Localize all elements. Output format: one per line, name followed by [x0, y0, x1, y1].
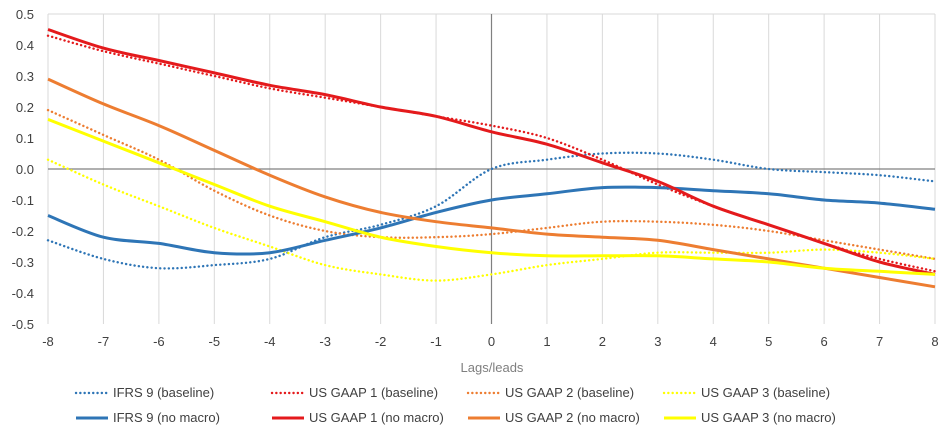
- x-tick-label: 3: [654, 334, 661, 349]
- legend-item-5: US GAAP 1 (no macro): [272, 410, 444, 425]
- y-tick-label: 0.3: [16, 69, 34, 84]
- x-tick-label: -3: [319, 334, 331, 349]
- x-tick-label: -7: [98, 334, 110, 349]
- legend-item-3: US GAAP 3 (baseline): [662, 385, 830, 400]
- x-tick-label: 2: [599, 334, 606, 349]
- series-line-5: [47, 28, 936, 276]
- y-tick-label: -0.5: [12, 317, 34, 332]
- x-tick-label: -1: [430, 334, 442, 349]
- y-tick-label: 0.2: [16, 100, 34, 115]
- legend-label: US GAAP 3 (baseline): [701, 385, 830, 400]
- x-tick-label: 4: [710, 334, 717, 349]
- x-tick-label: -4: [264, 334, 276, 349]
- legend-label: IFRS 9 (baseline): [113, 385, 214, 400]
- series-line-7: [47, 118, 936, 276]
- y-tick-label: 0.0: [16, 162, 34, 177]
- legend-item-6: US GAAP 2 (no macro): [468, 410, 640, 425]
- legend-label: US GAAP 1 (no macro): [309, 410, 444, 425]
- x-tick-label: -5: [209, 334, 221, 349]
- x-tick-label: -2: [375, 334, 387, 349]
- x-tick-label: 0: [488, 334, 495, 349]
- x-tick-label: 5: [765, 334, 772, 349]
- y-tick-label: 0.5: [16, 7, 34, 22]
- series-line-2: [46, 108, 937, 261]
- legend-label: US GAAP 2 (baseline): [505, 385, 634, 400]
- series-line-3: [46, 158, 937, 282]
- legend-label: US GAAP 2 (no macro): [505, 410, 640, 425]
- x-tick-labels: -8 -7 -6 -5 -4 -3 -2 -1 0 1 2 3 4 5 6 7 8: [42, 334, 938, 349]
- y-tick-labels: 0.5 0.4 0.3 0.2 0.1 0.0 -0.1 -0.2 -0.3 -0.4 -0.5: [12, 7, 34, 332]
- legend-label: US GAAP 3 (no macro): [701, 410, 836, 425]
- x-tick-label: -8: [42, 334, 54, 349]
- y-tick-label: 0.1: [16, 131, 34, 146]
- y-tick-label: -0.2: [12, 224, 34, 239]
- legend-item-7: US GAAP 3 (no macro): [664, 410, 836, 425]
- legend-label: US GAAP 1 (baseline): [309, 385, 438, 400]
- y-tick-label: -0.4: [12, 286, 34, 301]
- legend-item-4: IFRS 9 (no macro): [76, 410, 220, 425]
- legend: IFRS 9 (baseline) US GAAP 1 (baseline) US …: [74, 385, 836, 425]
- legend-label: IFRS 9 (no macro): [113, 410, 220, 425]
- series-line-0: [46, 151, 937, 270]
- legend-item-0: IFRS 9 (baseline): [74, 385, 214, 400]
- x-axis-title: Lags/leads: [461, 360, 524, 375]
- legend-item-1: US GAAP 1 (baseline): [270, 385, 438, 400]
- x-tick-label: -6: [153, 334, 165, 349]
- y-tick-label: -0.3: [12, 255, 34, 270]
- legend-item-2: US GAAP 2 (baseline): [466, 385, 634, 400]
- series-line-6: [47, 77, 936, 289]
- series-lines: [46, 28, 937, 289]
- x-tick-label: 8: [931, 334, 938, 349]
- series-line-4: [47, 185, 936, 256]
- x-tick-label: 7: [876, 334, 883, 349]
- x-tick-label: 1: [543, 334, 550, 349]
- y-tick-label: -0.1: [12, 193, 34, 208]
- y-tick-label: 0.4: [16, 38, 34, 53]
- x-tick-label: 6: [821, 334, 828, 349]
